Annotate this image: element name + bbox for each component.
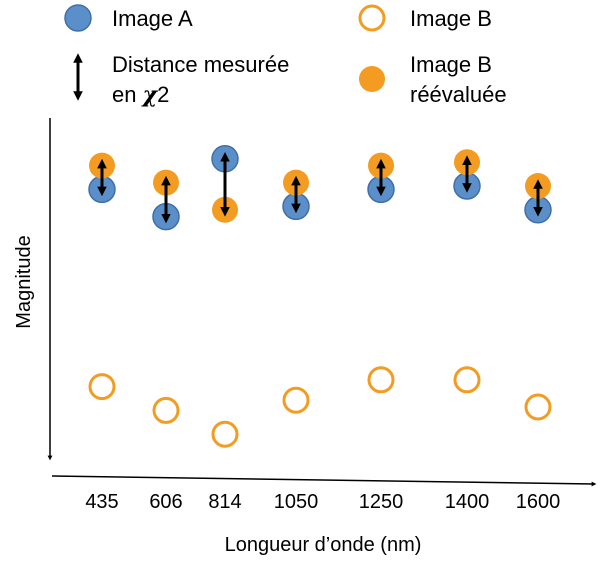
x-tick-labels: 435 606 814 1050 1250 1400 1600 xyxy=(85,491,560,513)
legend-label-distance-line1: Distance mesurée xyxy=(112,52,289,77)
point-image-b xyxy=(453,366,481,394)
legend-label-distance-en: en xyxy=(112,82,143,107)
x-tick-label: 435 xyxy=(85,491,118,513)
axes: Magnitude Longueur d’onde (nm) xyxy=(13,118,597,556)
x-tick-label: 1250 xyxy=(359,491,404,513)
chart-marks xyxy=(88,145,552,448)
point-image-b xyxy=(88,373,116,401)
x-axis-label: Longueur d’onde (nm) xyxy=(225,534,422,556)
point-image-b xyxy=(524,393,552,421)
x-tick-label: 1600 xyxy=(516,491,561,513)
legend-label-reeval-line2: réévaluée xyxy=(410,82,507,107)
legend-label-distance-chi: χ xyxy=(141,82,159,108)
y-axis-label: Magnitude xyxy=(13,235,35,328)
legend-label-image-a: Image A xyxy=(112,6,193,31)
legend-label-reeval-line1: Image B xyxy=(410,52,492,77)
x-tick-label: 606 xyxy=(149,491,182,513)
x-tick-label: 1050 xyxy=(274,491,319,513)
point-image-b xyxy=(152,396,180,424)
x-axis-line xyxy=(51,475,597,487)
x-tick-label: 1400 xyxy=(445,491,490,513)
point-image-b xyxy=(282,386,310,414)
x-tick-label: 814 xyxy=(208,491,241,513)
legend-marker-image-b-reevaluee xyxy=(359,66,385,92)
legend-label-image-b: Image B xyxy=(410,6,492,31)
legend-label-distance-two: 2 xyxy=(157,82,169,107)
point-image-b xyxy=(211,420,239,448)
legend-label-distance-line2: en χ2 xyxy=(112,82,169,108)
point-image-b xyxy=(367,366,395,394)
legend-marker-image-b xyxy=(358,4,386,32)
legend-marker-image-a xyxy=(64,4,92,32)
legend: Image A Image B Distance mesurée en χ2 I… xyxy=(64,4,507,108)
